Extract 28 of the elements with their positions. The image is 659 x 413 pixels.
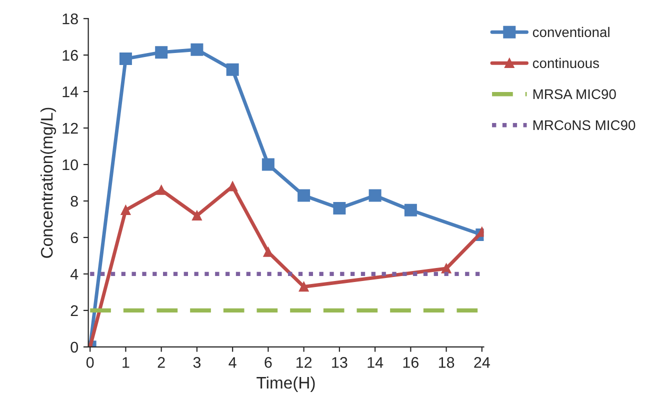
- y-tick-label: 8: [70, 196, 78, 207]
- y-axis-title: Concentration(mg/L): [40, 108, 56, 258]
- x-tick-label: 4: [228, 357, 236, 368]
- x-tick-label: 13: [332, 357, 348, 368]
- y-tick-label: 18: [62, 13, 78, 24]
- x-axis-title: Time(H): [256, 376, 315, 392]
- y-tick-label: 14: [62, 86, 78, 98]
- y-tick-label: 0: [70, 342, 78, 353]
- x-tick-label: 24: [474, 357, 490, 368]
- x-tick-label: 1: [122, 357, 130, 368]
- y-tick-label: 12: [62, 122, 78, 134]
- legend-label: MRCoNS MIC90: [533, 120, 636, 130]
- y-tick-label: 4: [70, 268, 78, 280]
- x-tick-label: 12: [296, 357, 312, 368]
- x-tick-label: 6: [264, 357, 272, 368]
- legend-label: MRSA MIC90: [533, 89, 616, 100]
- y-tick-label: 16: [62, 50, 78, 61]
- x-tick-label: 0: [86, 357, 94, 368]
- x-tick-label: 14: [368, 357, 384, 368]
- x-tick-label: 16: [403, 357, 419, 368]
- y-tick-label: 6: [70, 232, 78, 244]
- legend-label: continuous: [532, 58, 599, 68]
- x-tick-label: 18: [438, 357, 454, 368]
- y-tick-label: 10: [62, 159, 78, 170]
- legend-label: conventional: [532, 26, 610, 38]
- y-tick-label: 2: [70, 305, 78, 316]
- x-tick-label: 2: [158, 357, 165, 368]
- x-tick-label: 3: [193, 357, 201, 368]
